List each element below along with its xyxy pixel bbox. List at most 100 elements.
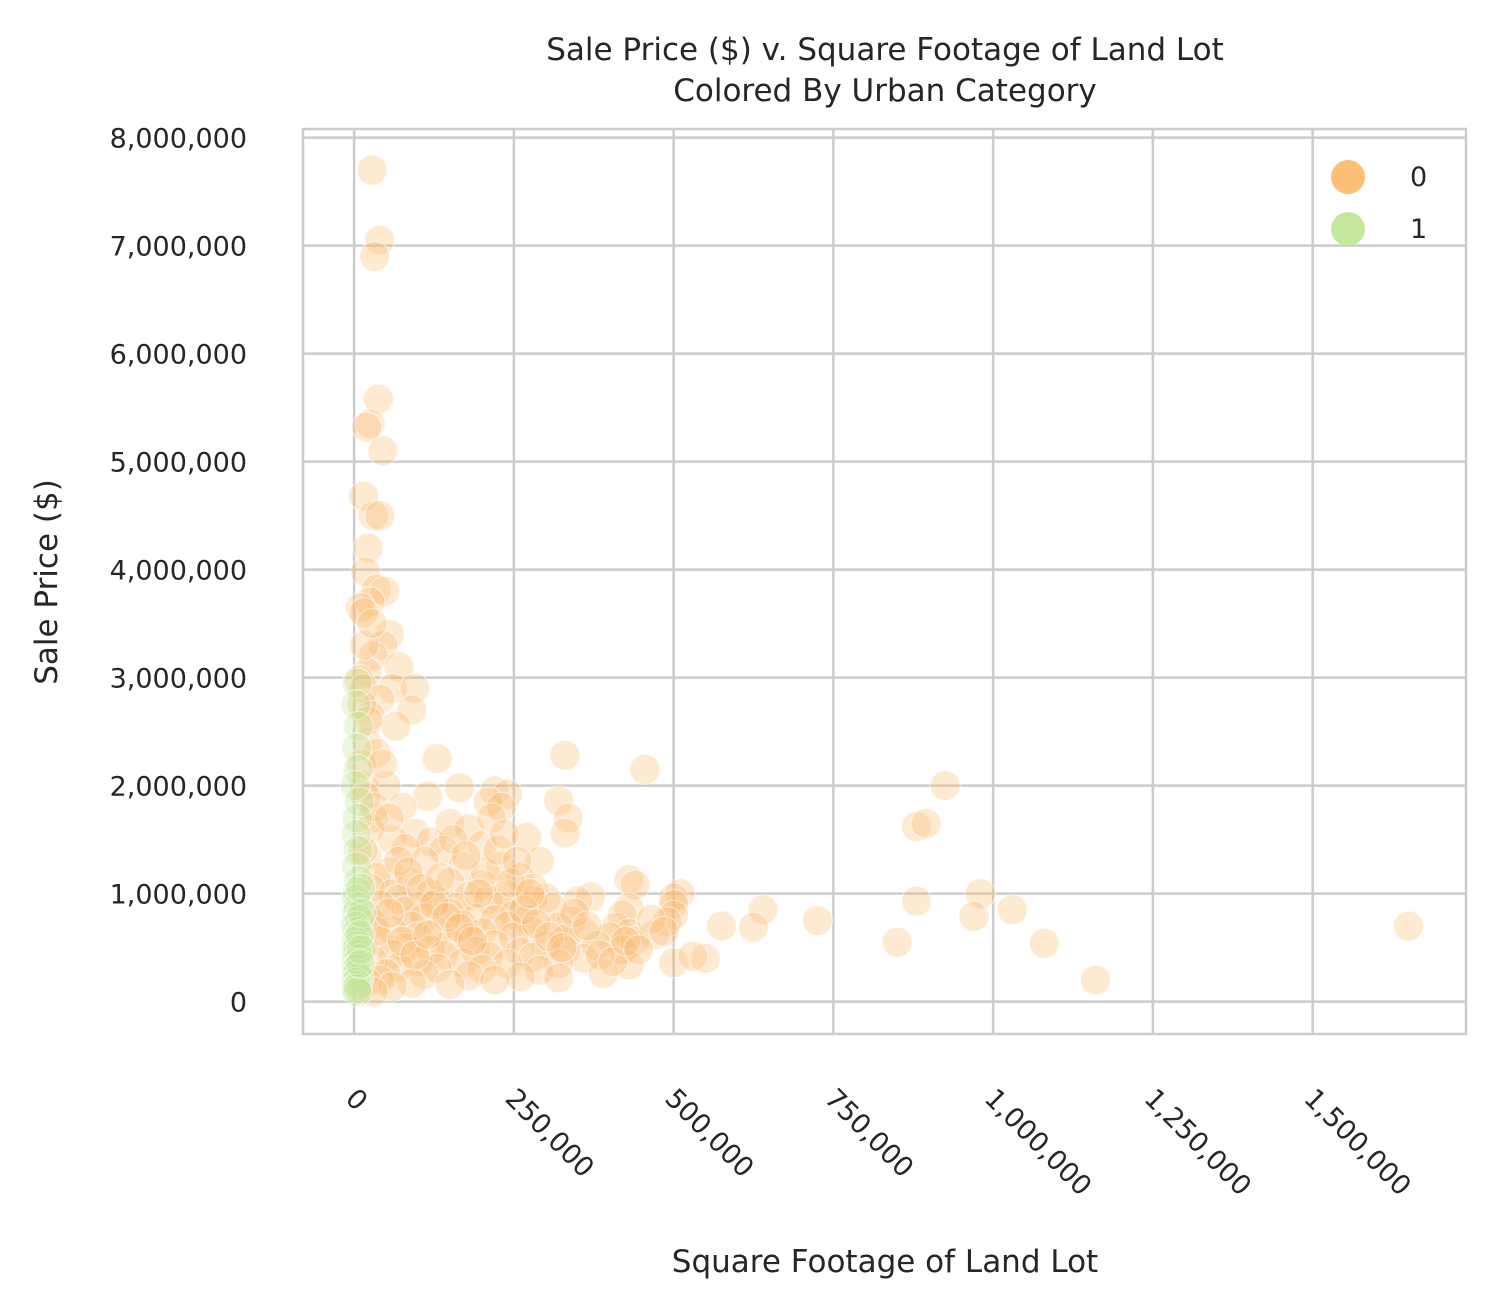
data-point-series-1	[344, 948, 377, 980]
data-point-series-0	[392, 856, 425, 888]
series-0-points	[343, 154, 1425, 1008]
data-point-series-1	[339, 770, 371, 802]
chart-title-line-2: Colored By Urban Category	[673, 73, 1097, 109]
data-point-series-0	[929, 770, 961, 802]
data-point-series-0	[546, 932, 578, 964]
data-point-series-0	[362, 383, 395, 415]
data-point-series-0	[501, 845, 533, 877]
data-point-series-0	[450, 840, 482, 872]
data-point-series-0	[348, 597, 380, 629]
data-point-series-0	[737, 911, 770, 943]
data-point-series-0	[543, 785, 575, 817]
data-point-series-0	[456, 925, 488, 957]
grid	[303, 129, 1466, 1034]
data-point-series-0	[613, 949, 645, 981]
y-tick-label: 6,000,000	[110, 340, 247, 371]
plot-frame	[301, 127, 1468, 1036]
data-point-series-0	[677, 940, 709, 972]
data-point-series-0	[376, 970, 409, 1003]
data-point-series-0	[543, 962, 575, 994]
data-point-series-1	[345, 934, 377, 966]
data-point-series-1	[344, 872, 377, 904]
data-point-series-0	[357, 500, 389, 532]
data-point-series-1	[342, 753, 374, 786]
data-point-series-0	[443, 912, 476, 944]
data-point-series-1	[340, 818, 372, 850]
data-point-series-0	[434, 807, 466, 840]
data-point-series-0	[571, 910, 603, 942]
data-point-series-0	[658, 947, 690, 979]
y-tick-label: 8,000,000	[110, 124, 247, 155]
data-point-series-0	[356, 608, 388, 640]
data-point-series-0	[881, 926, 913, 958]
data-point-series-0	[533, 921, 565, 953]
data-point-series-0	[350, 556, 382, 588]
data-point-series-0	[357, 802, 389, 834]
data-point-series-0	[463, 878, 495, 910]
data-point-series-0	[443, 772, 476, 804]
data-point-series-0	[520, 908, 552, 940]
data-point-series-0	[488, 818, 520, 850]
data-point-series-0	[507, 894, 540, 926]
data-point-series-0	[348, 672, 380, 705]
y-tick-label: 1,000,000	[110, 880, 247, 911]
data-point-series-1	[341, 802, 373, 834]
data-point-series-0	[386, 791, 418, 823]
data-point-series-0	[434, 968, 466, 1000]
data-point-series-0	[747, 894, 779, 926]
y-axis-label: Sale Price ($)	[29, 479, 65, 685]
y-axis-ticks: 0 1,000,000 2,000,000 3,000,000 4,000,000 5,0…	[110, 124, 247, 1019]
data-point-series-0	[523, 954, 556, 986]
y-tick-label: 3,000,000	[110, 664, 247, 695]
data-point-series-0	[629, 753, 661, 786]
data-point-series-0	[482, 834, 514, 867]
data-point-series-0	[373, 897, 405, 929]
data-point-series-0	[1079, 964, 1111, 996]
data-point-series-0	[348, 629, 380, 661]
data-point-series-0	[648, 915, 680, 948]
data-point-series-0	[367, 435, 399, 467]
data-point-series-0	[383, 651, 415, 683]
data-point-series-0	[562, 885, 594, 917]
data-point-series-0	[597, 946, 629, 978]
chart-title-line-1: Sale Price ($) v. Square Footage of Land…	[546, 32, 1224, 68]
data-point-series-0	[558, 897, 591, 929]
data-point-series-0	[900, 885, 933, 917]
data-point-series-0	[396, 967, 428, 999]
data-point-series-0	[437, 824, 469, 856]
y-tick-label: 7,000,000	[110, 232, 247, 263]
legend-marker-0	[1331, 160, 1365, 194]
data-point-series-0	[479, 775, 511, 807]
data-point-series-0	[376, 672, 409, 705]
data-point-series-0	[635, 903, 667, 936]
data-point-series-0	[412, 919, 444, 951]
data-point-series-0	[343, 664, 375, 696]
legend: 0 1	[1331, 160, 1427, 246]
data-point-series-0	[356, 154, 388, 186]
data-point-series-0	[1028, 927, 1060, 959]
data-point-series-0	[958, 900, 990, 932]
data-point-series-0	[504, 936, 536, 968]
data-point-series-0	[495, 867, 527, 899]
data-point-series-0	[910, 807, 942, 840]
legend-label-1: 1	[1410, 214, 1427, 245]
data-point-series-0	[399, 939, 431, 971]
data-point-series-0	[380, 710, 412, 742]
x-axis-label: Square Footage of Land Lot	[672, 1244, 1098, 1280]
data-point-series-0	[364, 500, 396, 532]
data-point-series-0	[424, 861, 456, 894]
data-point-series-0	[386, 925, 418, 957]
data-point-series-0	[453, 960, 485, 992]
data-point-series-0	[491, 910, 524, 942]
data-point-series-0	[475, 802, 508, 834]
y-tick-label: 2,000,000	[110, 772, 247, 803]
data-point-series-0	[613, 863, 645, 896]
data-point-series-1	[343, 786, 375, 818]
data-point-series-1	[341, 976, 373, 1008]
data-point-series-0	[421, 743, 453, 775]
data-point-series-0	[658, 882, 690, 914]
data-point-series-1	[342, 950, 374, 982]
data-point-series-0	[358, 240, 391, 273]
